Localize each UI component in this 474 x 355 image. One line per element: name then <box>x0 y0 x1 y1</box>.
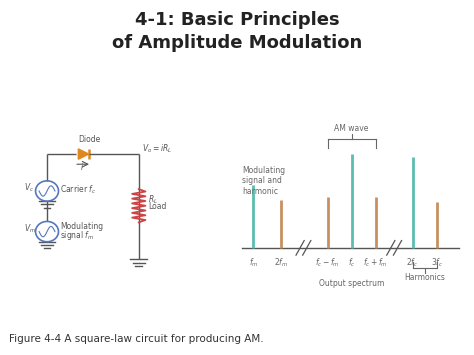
Text: Load: Load <box>148 202 166 212</box>
Text: Carrier $f_c$: Carrier $f_c$ <box>60 184 96 196</box>
Text: $f_c$: $f_c$ <box>348 257 356 269</box>
Text: $f_m$: $f_m$ <box>249 257 258 269</box>
Text: Modulating
signal and
harmonic: Modulating signal and harmonic <box>242 166 285 196</box>
Text: Output spectrum: Output spectrum <box>319 279 384 288</box>
Text: signal $f_m$: signal $f_m$ <box>60 229 94 242</box>
Text: Harmonics: Harmonics <box>404 273 445 282</box>
Text: $3f_c$: $3f_c$ <box>430 257 443 269</box>
Text: Diode: Diode <box>78 135 100 144</box>
Text: 4-1: Basic Principles
of Amplitude Modulation: 4-1: Basic Principles of Amplitude Modul… <box>112 11 362 52</box>
Text: $2f_c$: $2f_c$ <box>407 257 419 269</box>
Text: $R_L$: $R_L$ <box>148 193 158 206</box>
Text: $V_o = iR_L$: $V_o = iR_L$ <box>142 142 172 155</box>
Polygon shape <box>78 149 89 159</box>
Text: $2f_m$: $2f_m$ <box>274 257 288 269</box>
Text: Modulating: Modulating <box>60 223 103 231</box>
Text: AM wave: AM wave <box>334 124 369 133</box>
Text: $f_c - f_m$: $f_c - f_m$ <box>315 257 340 269</box>
Text: $i$: $i$ <box>81 161 84 172</box>
Text: $V_c$: $V_c$ <box>24 182 34 195</box>
Text: Figure 4-4 A square-law circuit for producing AM.: Figure 4-4 A square-law circuit for prod… <box>9 334 264 344</box>
Text: $V_m$: $V_m$ <box>24 223 36 235</box>
Text: $f_c + f_m$: $f_c + f_m$ <box>363 257 388 269</box>
